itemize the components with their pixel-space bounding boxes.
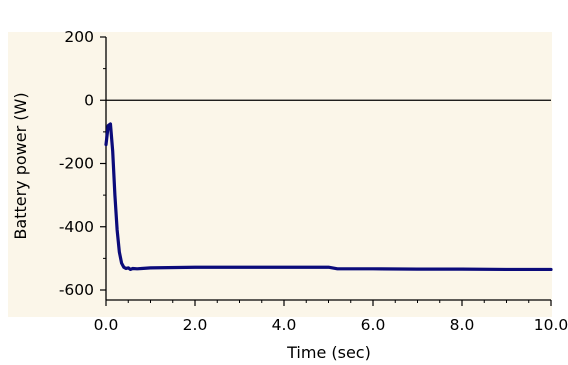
x-tick-label: 4.0 <box>272 316 297 334</box>
x-tick-label: 6.0 <box>361 316 386 334</box>
plot-area <box>8 32 552 317</box>
x-tick-label: 0.0 <box>94 316 119 334</box>
y-tick-label: 200 <box>64 28 94 46</box>
y-axis-title: Battery power (W) <box>11 92 30 239</box>
x-tick-label: 8.0 <box>450 316 475 334</box>
x-axis-title: Time (sec) <box>286 343 371 362</box>
series-line-0 <box>104 122 553 272</box>
y-tick-label: 0 <box>84 91 94 109</box>
x-tick-label: 10.0 <box>534 316 568 334</box>
y-tick-label: -400 <box>59 218 94 236</box>
y-tick-label: -200 <box>59 155 94 173</box>
y-tick-label: -600 <box>59 281 94 299</box>
series-layer <box>104 122 553 272</box>
x-tick-label: 2.0 <box>183 316 208 334</box>
